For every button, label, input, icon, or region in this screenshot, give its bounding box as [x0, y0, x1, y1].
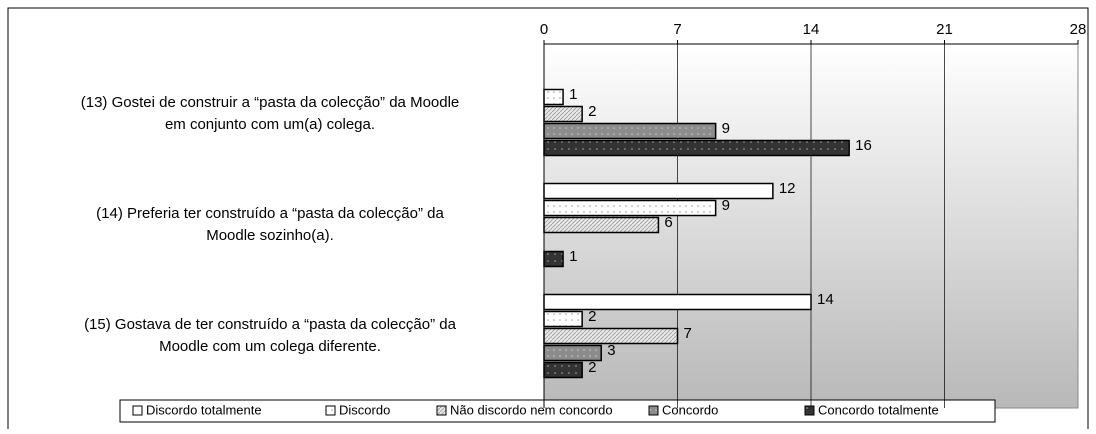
bar [543, 88, 564, 106]
x-tick-label: 7 [673, 21, 681, 38]
bar [543, 122, 717, 140]
legend-label: Não discordo nem concordo [450, 402, 613, 417]
bar [543, 182, 774, 200]
legend-label: Concordo totalmente [818, 402, 939, 417]
category-label: (15) Gostava de ter construído a “pasta … [84, 316, 457, 333]
legend [119, 399, 996, 423]
category-label: (13) Gostei de construir a “pasta da col… [81, 94, 460, 111]
value-label: 2 [588, 308, 596, 325]
bar [543, 361, 583, 379]
legend-items: Discordo totalmente Discordo Não discordo … [132, 402, 939, 417]
category-label: Moodle com um colega diferente. [159, 338, 381, 355]
x-tick-label: 21 [936, 21, 953, 38]
value-label: 3 [607, 342, 615, 359]
legend-label: Concordo [662, 402, 718, 417]
value-label: 1 [569, 86, 577, 103]
legend-swatch [648, 405, 659, 416]
x-tick-label: 0 [540, 21, 548, 38]
bar [543, 139, 850, 157]
legend-swatch [325, 405, 336, 416]
category-label: (14) Preferia ter construído a “pasta da… [96, 205, 444, 222]
bar [543, 310, 583, 328]
value-label: 2 [588, 103, 596, 120]
bar [543, 293, 812, 311]
x-tick-label: 28 [1070, 21, 1087, 38]
value-label: 7 [684, 325, 692, 342]
x-tick-label: 14 [803, 21, 820, 38]
legend-label: Discordo [339, 402, 390, 417]
legend-swatch [436, 405, 447, 416]
value-label: 9 [722, 197, 730, 214]
category-label: Moodle sozinho(a). [206, 227, 334, 244]
frame [7, 7, 1089, 429]
bar [543, 327, 679, 345]
legend-label: Discordo totalmente [146, 402, 262, 417]
category-label: em conjunto com um(a) colega. [165, 116, 375, 133]
bar [543, 216, 660, 234]
bar [543, 250, 564, 268]
bar [543, 344, 602, 362]
value-label: 16 [855, 137, 872, 154]
value-label: 14 [817, 291, 834, 308]
value-label: 12 [779, 180, 796, 197]
legend-swatch [804, 405, 815, 416]
value-label: 9 [722, 120, 730, 137]
value-label: 6 [664, 214, 672, 231]
bar [543, 105, 583, 123]
bar [543, 199, 717, 217]
legend-swatch [132, 405, 143, 416]
value-label: 1 [569, 248, 577, 265]
value-label: 2 [588, 359, 596, 376]
